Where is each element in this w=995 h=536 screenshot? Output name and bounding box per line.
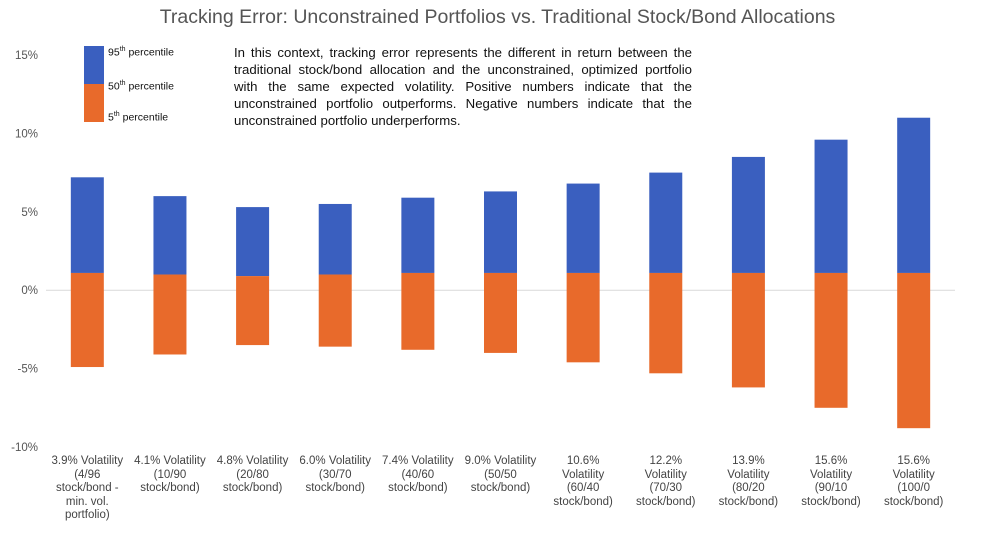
legend-swatch-95th [84,46,104,84]
x-tick-label: 7.4% Volatility (40/60 stock/bond) [382,455,454,494]
bar-95th-segment [236,207,270,277]
legend-label-50th: 50th percentile [108,80,174,93]
bar-95th-segment [566,183,600,273]
bar-5th-segment [401,272,435,350]
bar-95th-segment [897,117,931,273]
x-tick-label: 15.6% Volatility (100/0 stock/bond) [883,455,944,508]
bar-5th-segment [70,272,104,368]
bar-5th-segment [484,272,517,353]
bar-5th-segment [649,272,683,374]
bar-5th-segment [153,274,187,355]
x-tick-label: 4.8% Volatility (20/80 stock/bond) [216,455,289,494]
x-tick-label: 4.1% Volatility (10/90 stock/bond) [134,455,206,494]
y-tick-label: 0% [21,285,38,297]
x-tick-label: 13.9% Volatility (80/20 stock/bond) [718,455,779,508]
bar-95th-segment [70,177,104,273]
bar-5th-segment [814,272,848,408]
x-tick-label: 10.6% Volatility (60/40 stock/bond) [553,455,613,508]
annotation-text: In this context, tracking error represen… [234,45,692,128]
bar-5th-segment [731,272,765,388]
y-tick-label: -5% [18,364,38,376]
legend-label-5th: 5th percentile [108,111,169,124]
legend-label-95th: 95th percentile [108,46,174,59]
legend-swatch-50th [84,84,104,122]
x-tick-label: 12.2% Volatility (70/30 stock/bond) [636,455,696,508]
bar-5th-segment [236,276,270,346]
y-tick-label: 5% [21,207,38,219]
x-tick-label: 15.6% Volatility (90/10 stock/bond) [801,455,861,508]
bar-5th-segment [566,272,600,363]
bar-95th-segment [649,172,683,273]
bar-95th-segment [731,156,765,273]
chart-title: Tracking Error: Unconstrained Portfolios… [159,6,836,28]
bar-5th-segment [318,274,352,347]
y-tick-label: 10% [15,128,38,140]
y-tick-label: -10% [11,442,38,454]
x-tick-label: 9.0% Volatility (50/50 stock/bond) [464,455,537,494]
y-tick-label: 15% [15,50,38,62]
bar-95th-segment [401,197,435,273]
x-tick-label: 3.9% Volatility (4/96 stock/bond - min. … [51,455,124,521]
bar-5th-segment [897,272,931,429]
bar-95th-segment [318,203,352,275]
bar-95th-segment [814,139,848,273]
x-tick-label: 6.0% Volatility (30/70 stock/bond) [299,455,372,494]
bar-95th-segment [153,196,187,275]
bar-95th-segment [484,191,517,273]
